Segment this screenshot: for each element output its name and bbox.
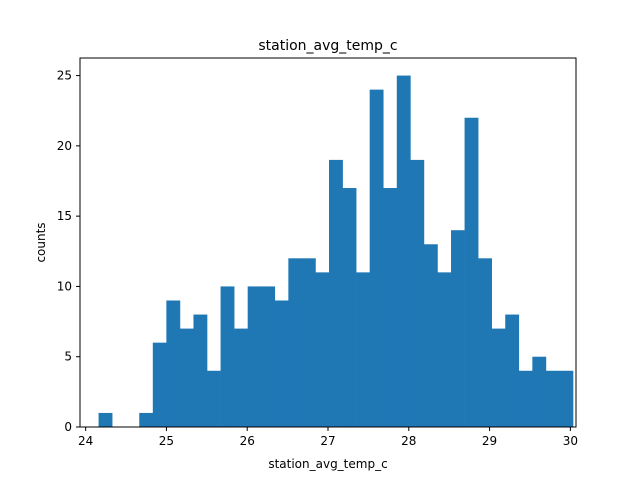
histogram-bar bbox=[274, 300, 289, 427]
histogram-bar bbox=[342, 188, 357, 427]
histogram-bar bbox=[179, 328, 194, 427]
histogram-bar bbox=[98, 412, 113, 427]
y-tick-label: 0 bbox=[64, 420, 72, 434]
histogram-bar bbox=[396, 75, 411, 427]
y-axis-label: counts bbox=[34, 222, 48, 262]
chart-title: station_avg_temp_c bbox=[258, 38, 397, 54]
y-tick-label: 10 bbox=[57, 279, 72, 293]
histogram-bar bbox=[464, 117, 479, 428]
histogram-bar bbox=[518, 370, 533, 427]
histogram-bar bbox=[315, 272, 330, 427]
histogram-bar bbox=[437, 272, 452, 427]
x-tick-label: 24 bbox=[78, 434, 93, 448]
histogram-bar bbox=[451, 230, 465, 427]
histogram-bar bbox=[220, 286, 235, 427]
x-tick-label: 27 bbox=[320, 434, 335, 448]
histogram-bar bbox=[329, 159, 343, 427]
histogram-bar bbox=[532, 356, 547, 427]
histogram-bar bbox=[423, 244, 438, 427]
histogram-bar bbox=[356, 272, 370, 427]
histogram-bar bbox=[478, 258, 492, 427]
plot-frame bbox=[79, 57, 577, 428]
x-tick-label: 28 bbox=[401, 434, 416, 448]
histogram-bar bbox=[152, 342, 167, 427]
y-tick-label: 20 bbox=[57, 139, 72, 153]
histogram-bar bbox=[193, 314, 208, 427]
histogram-bar bbox=[288, 258, 303, 427]
x-axis-ticks: 24 25 26 27 28 29 30 bbox=[78, 427, 578, 448]
histogram-bar bbox=[505, 314, 520, 427]
y-tick-label: 25 bbox=[57, 69, 72, 83]
y-tick-label: 5 bbox=[64, 350, 72, 364]
x-tick-label: 30 bbox=[563, 434, 578, 448]
histogram-bar bbox=[559, 370, 574, 427]
y-axis-ticks: 0 5 10 15 20 25 bbox=[57, 69, 80, 434]
histogram-bar bbox=[234, 328, 248, 427]
histogram-bar bbox=[369, 89, 384, 427]
histogram-bar bbox=[166, 300, 181, 427]
histogram-bar bbox=[139, 412, 154, 427]
histogram-bar bbox=[491, 328, 506, 427]
histogram-bar bbox=[301, 258, 316, 427]
x-tick-label: 29 bbox=[482, 434, 497, 448]
bars-group bbox=[98, 75, 574, 428]
histogram-bar bbox=[261, 286, 276, 427]
histogram-bar bbox=[383, 188, 398, 427]
x-tick-label: 26 bbox=[240, 434, 255, 448]
histogram-bar bbox=[207, 370, 221, 427]
histogram-bar bbox=[545, 370, 560, 427]
x-axis-label: station_avg_temp_c bbox=[268, 457, 387, 471]
histogram-bar bbox=[247, 286, 262, 427]
y-tick-label: 15 bbox=[57, 209, 72, 223]
histogram-bar bbox=[410, 159, 425, 427]
x-tick-label: 25 bbox=[159, 434, 174, 448]
